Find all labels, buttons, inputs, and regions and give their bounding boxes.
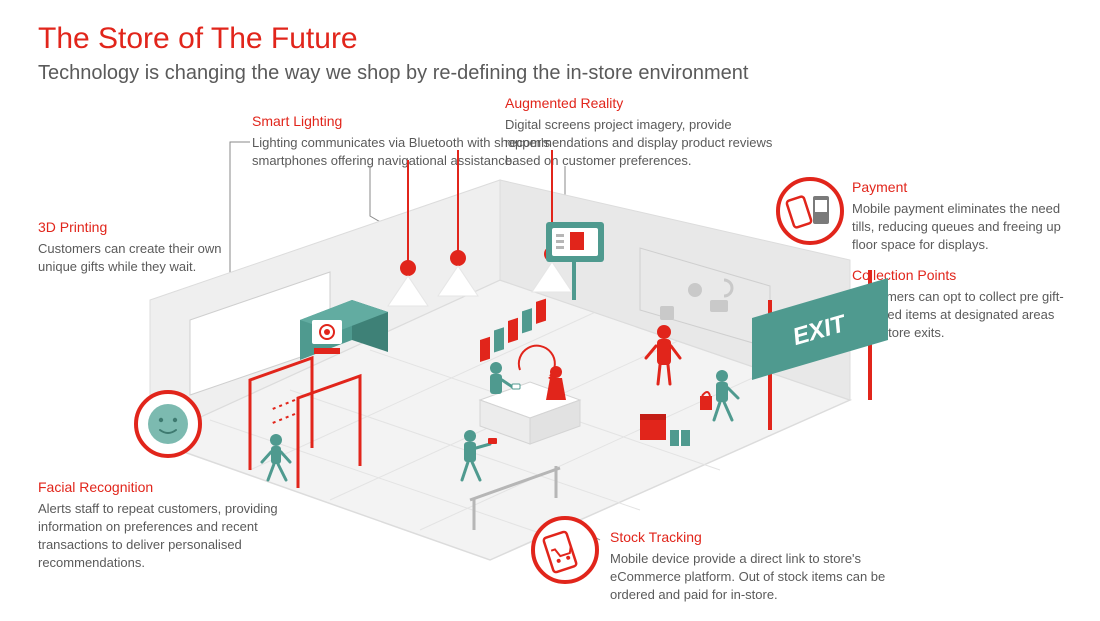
ar-screen [546,222,604,300]
callout-body: Customers can create their own unique gi… [38,240,258,276]
person-customer [546,366,566,400]
stock-ring-icon [533,518,597,582]
callout-label: Payment [852,178,1082,198]
callout-body: Mobile payment eliminates the need tills… [852,200,1082,255]
checkout-counter [480,346,580,444]
callout-ar: Augmented Reality Digital screens projec… [505,94,795,170]
display-board [640,248,770,348]
page-title: The Store of The Future [38,22,358,56]
wall-right [500,180,850,400]
callout-label: Stock Tracking [610,528,910,548]
callout-body: Customers can opt to collect pre gift-wr… [852,288,1082,343]
callout-collection: Collection Points Customers can opt to c… [852,266,1082,342]
callout-facial: Facial Recognition Alerts staff to repea… [38,478,298,572]
person-red [646,325,680,384]
callout-label: Collection Points [852,266,1082,286]
facial-ring-icon [136,392,200,456]
smart-lights [388,150,572,306]
printer-kiosk [300,300,388,360]
callout-label: Facial Recognition [38,478,298,498]
payment-ring-icon [778,179,842,243]
person-staff [490,362,520,394]
callout-label: Augmented Reality [505,94,795,114]
callout-stock: Stock Tracking Mobile device provide a d… [610,528,910,604]
person-bag [700,370,738,420]
callout-body: Alerts staff to repeat customers, provid… [38,500,298,573]
callout-payment: Payment Mobile payment eliminates the ne… [852,178,1082,254]
person-stock [462,430,497,480]
page-subtitle: Technology is changing the way we shop b… [38,62,748,85]
entry-gates [250,358,360,488]
callout-body: Mobile device provide a direct link to s… [610,550,910,605]
callout-body: Digital screens project imagery, provide… [505,116,795,171]
gift-boxes [640,414,690,446]
window-left [190,272,330,395]
callout-label: 3D Printing [38,218,258,238]
exit-label: EXIT [790,310,851,351]
callout-3d-printing: 3D Printing Customers can create their o… [38,218,258,276]
clothing-rack [470,299,560,530]
person-entering [262,434,290,480]
